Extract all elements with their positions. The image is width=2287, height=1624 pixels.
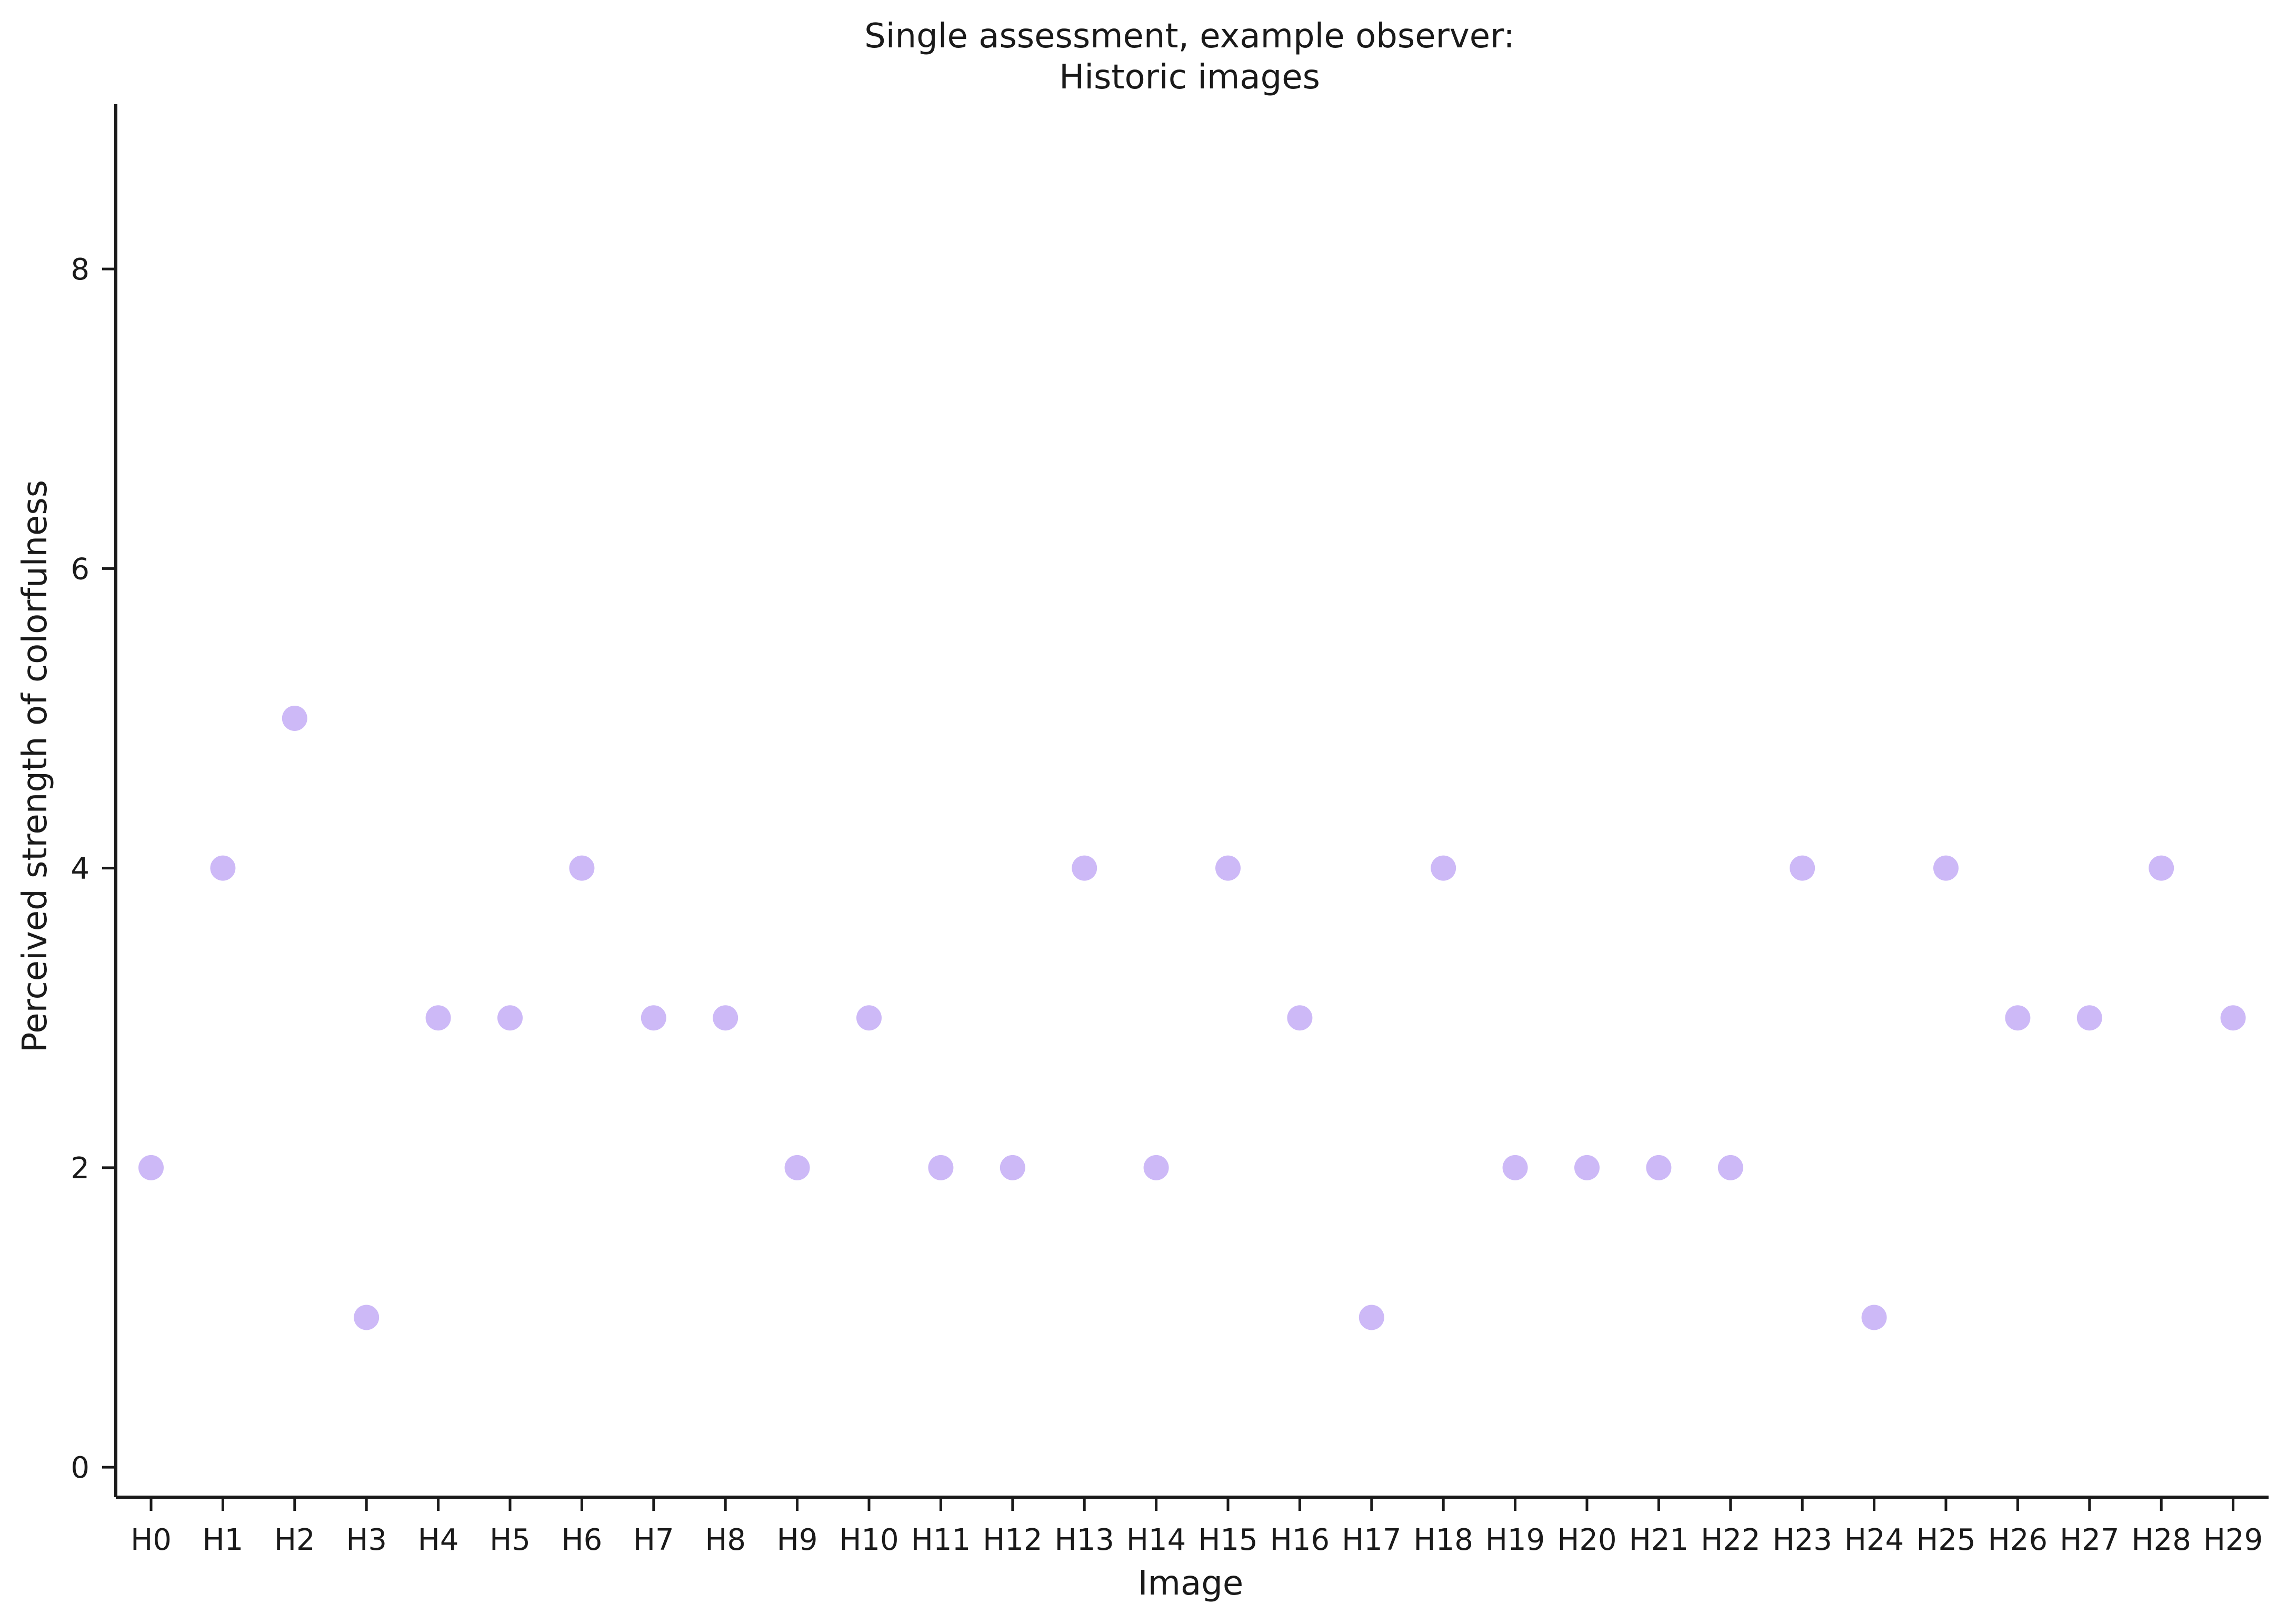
x-tick-label: H18 — [1414, 1523, 1473, 1557]
y-tick-label: 8 — [71, 253, 89, 287]
y-tick-label: 2 — [71, 1151, 89, 1186]
x-tick-label: H25 — [1916, 1523, 1975, 1557]
data-point-h17 — [1359, 1305, 1384, 1330]
x-tick-label: H6 — [562, 1523, 603, 1557]
chart-title-line-1: Single assessment, example observer: — [864, 17, 1515, 56]
x-tick-label: H28 — [2132, 1523, 2191, 1557]
data-point-h1 — [210, 855, 236, 881]
x-tick-label: H27 — [2060, 1523, 2119, 1557]
data-point-h0 — [138, 1155, 164, 1180]
x-tick-label: H4 — [418, 1523, 459, 1557]
y-tick-label: 4 — [71, 852, 89, 886]
x-axis: H0 H1 H2 H3 H4 H5 H6 H7 H8 H9 H10 H11 H12 H13 H14 H15 H1… — [116, 1496, 2269, 1557]
data-point-h12 — [1000, 1155, 1025, 1180]
x-tick-label: H14 — [1126, 1523, 1186, 1557]
x-tick-label: H15 — [1198, 1523, 1257, 1557]
y-axis-label: Perceived strength of colorfulness — [16, 480, 55, 1052]
data-point-h27 — [2076, 1005, 2102, 1031]
data-point-h26 — [2005, 1005, 2031, 1031]
x-tick-label: H13 — [1055, 1523, 1114, 1557]
data-point-h5 — [497, 1005, 523, 1031]
x-tick-label: H2 — [274, 1523, 315, 1557]
data-point-h22 — [1717, 1155, 1743, 1180]
x-tick-label: H22 — [1701, 1523, 1760, 1557]
data-point-h3 — [354, 1305, 379, 1330]
x-tick-label: H24 — [1844, 1523, 1904, 1557]
data-points — [138, 705, 2246, 1330]
x-tick-label: H9 — [777, 1523, 818, 1557]
y-tick-label: 6 — [71, 552, 89, 586]
x-tick-label: H3 — [346, 1523, 387, 1557]
y-tick-label: 0 — [71, 1451, 89, 1485]
data-point-h29 — [2220, 1005, 2246, 1031]
x-tick-label: H21 — [1629, 1523, 1689, 1557]
x-tick-label: H11 — [911, 1523, 971, 1557]
x-tick-label: H17 — [1342, 1523, 1401, 1557]
x-tick-label: H20 — [1557, 1523, 1616, 1557]
x-tick-label: H1 — [203, 1523, 244, 1557]
x-tick-label: H0 — [131, 1523, 172, 1557]
data-point-h25 — [1933, 855, 1959, 881]
data-point-h7 — [641, 1005, 666, 1031]
x-tick-label: H5 — [490, 1523, 531, 1557]
data-point-h11 — [928, 1155, 954, 1180]
x-tick-label: H12 — [983, 1523, 1042, 1557]
data-point-h24 — [1861, 1305, 1887, 1330]
x-axis-label: Image — [1138, 1564, 1243, 1603]
data-point-h15 — [1215, 855, 1241, 881]
data-point-h4 — [425, 1005, 451, 1031]
data-point-h19 — [1502, 1155, 1528, 1180]
x-tick-label: H29 — [2203, 1523, 2263, 1557]
x-tick-label: H26 — [1988, 1523, 2048, 1557]
data-point-h14 — [1143, 1155, 1169, 1180]
data-point-h20 — [1574, 1155, 1600, 1180]
x-tick-label: H8 — [705, 1523, 746, 1557]
data-point-h16 — [1287, 1005, 1313, 1031]
x-tick-label: H16 — [1270, 1523, 1330, 1557]
x-tick-label: H19 — [1485, 1523, 1545, 1557]
data-point-h6 — [569, 855, 595, 881]
data-point-h23 — [1790, 855, 1815, 881]
x-tick-label: H23 — [1773, 1523, 1832, 1557]
data-point-h8 — [713, 1005, 738, 1031]
x-tick-label: H10 — [839, 1523, 898, 1557]
data-point-h28 — [2149, 855, 2174, 881]
data-point-h2 — [282, 705, 307, 731]
chart-title-line-2: Historic images — [1059, 58, 1320, 97]
data-point-h10 — [856, 1005, 882, 1031]
data-point-h18 — [1431, 855, 1456, 881]
x-tick-label: H7 — [633, 1523, 674, 1557]
y-axis: 0 2 4 6 8 — [71, 104, 117, 1497]
data-point-h13 — [1072, 855, 1097, 881]
data-point-h9 — [784, 1155, 810, 1180]
data-point-h21 — [1646, 1155, 1672, 1180]
